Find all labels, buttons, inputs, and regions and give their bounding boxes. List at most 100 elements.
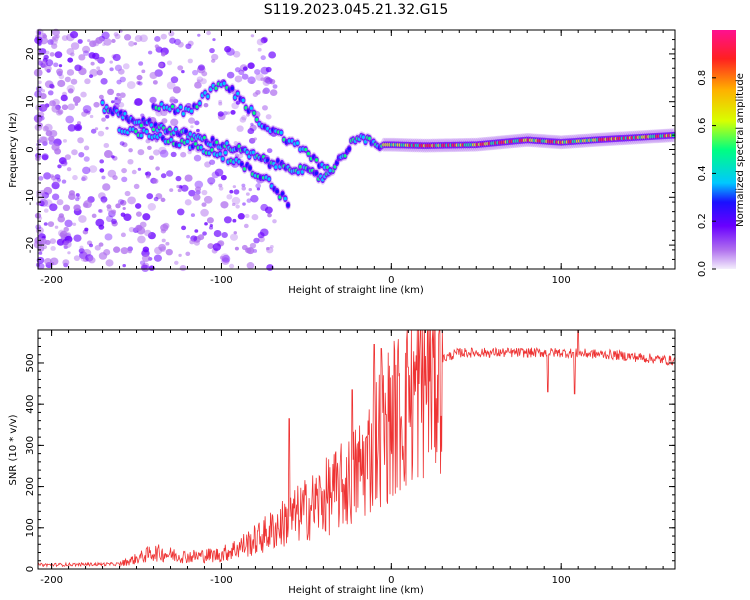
noise-blob (61, 104, 69, 111)
noise-blob (158, 62, 164, 68)
ridge-core (328, 168, 332, 173)
noise-blob (147, 202, 156, 211)
ridge-core (168, 127, 172, 132)
noise-blob (177, 188, 182, 193)
noise-blob (62, 204, 71, 212)
noise-blob (62, 259, 70, 266)
snr-x-ticks: -200 -100 0 100 (40, 330, 664, 586)
noise-blob (138, 61, 144, 66)
ridge-core (195, 104, 199, 109)
noise-blob (204, 222, 208, 226)
noise-blob (211, 53, 219, 61)
noise-blob (218, 186, 224, 191)
noise-blob (187, 58, 193, 64)
noise-blob (75, 197, 80, 202)
ridge-core (214, 86, 218, 91)
noise-blob (62, 138, 67, 143)
noise-blob (190, 125, 194, 129)
noise-blob (245, 192, 250, 196)
noise-blob (209, 223, 213, 228)
colorbar: 0.0 0.2 0.4 0.6 0.8 Normalized spectral ampl… (697, 30, 746, 277)
y-tick-label: 500 (25, 353, 36, 372)
noise-blob (134, 34, 143, 42)
noise-blob (135, 224, 143, 232)
y-tick-label: -10 (25, 189, 36, 205)
noise-blob (136, 74, 143, 81)
noise-blob (99, 168, 105, 173)
noise-blob (184, 199, 192, 206)
noise-blob (266, 148, 273, 154)
noise-blob (233, 189, 240, 195)
noise-blob (231, 196, 241, 205)
noise-blob (109, 67, 114, 72)
noise-blob (58, 213, 64, 219)
noise-blob (262, 105, 268, 111)
noise-blob (70, 78, 78, 85)
noise-blob (63, 161, 68, 165)
noise-blob (72, 222, 77, 226)
noise-blob (95, 37, 103, 44)
noise-blob (101, 117, 106, 122)
noise-blob (47, 90, 54, 96)
noise-blob (113, 32, 119, 37)
noise-blob (236, 125, 244, 132)
noise-blob (166, 60, 173, 66)
noise-blob (211, 58, 216, 63)
noise-blob (188, 117, 196, 124)
noise-blob (248, 188, 252, 192)
noise-blob (74, 102, 79, 106)
snr-frame (37, 329, 676, 570)
ridge-core (218, 152, 222, 156)
noise-blob (96, 66, 101, 70)
noise-blob (181, 69, 185, 74)
noise-blob (224, 46, 232, 53)
noise-blob (242, 66, 248, 71)
noise-blob (67, 124, 76, 132)
noise-blob (263, 76, 271, 83)
noise-blob (200, 208, 209, 217)
noise-blob (73, 123, 83, 132)
colorbar-tick-label: 0.8 (697, 70, 708, 86)
noise-blob (170, 76, 179, 84)
x-tick-label: 100 (552, 575, 571, 586)
ridge-core (347, 146, 351, 151)
figure-title: S119.2023.045.21.32.G15 (264, 2, 449, 18)
noise-blob (232, 185, 237, 189)
noise-blob (269, 79, 276, 85)
noise-blob (226, 71, 235, 79)
noise-blob (246, 198, 252, 203)
ridge-core (221, 157, 225, 161)
noise-blob (69, 30, 79, 39)
noise-blob (67, 88, 74, 94)
noise-blob (229, 233, 239, 241)
noise-blob (152, 80, 158, 85)
noise-blob (89, 74, 94, 78)
noise-blob (41, 154, 49, 161)
noise-blob (192, 69, 199, 76)
ridge-core (123, 111, 127, 116)
y-tick-label: 200 (25, 477, 36, 496)
noise-blob (128, 226, 135, 233)
noise-blob (218, 101, 223, 106)
noise-blob (78, 215, 87, 223)
spectrogram-x-ticks: -200 -100 0 100 (40, 30, 664, 286)
noise-blob (61, 179, 67, 184)
noise-blob (49, 52, 55, 57)
noise-blob (60, 94, 68, 102)
ridge-core (174, 127, 178, 132)
noise-blob (127, 196, 136, 205)
noise-blob (127, 249, 132, 254)
noise-blob (197, 64, 205, 71)
ridge-core (266, 158, 270, 163)
noise-blob (103, 142, 110, 148)
snr-series-line (37, 329, 676, 568)
noise-blob (122, 264, 126, 268)
ridge-core (194, 142, 198, 146)
noise-blob (83, 156, 90, 162)
noise-blob (90, 128, 97, 134)
ridge-core (179, 105, 183, 109)
noise-blob (68, 190, 75, 196)
ridge-core (151, 127, 156, 132)
x-tick-label: -200 (40, 575, 63, 586)
noise-blob (155, 110, 163, 117)
